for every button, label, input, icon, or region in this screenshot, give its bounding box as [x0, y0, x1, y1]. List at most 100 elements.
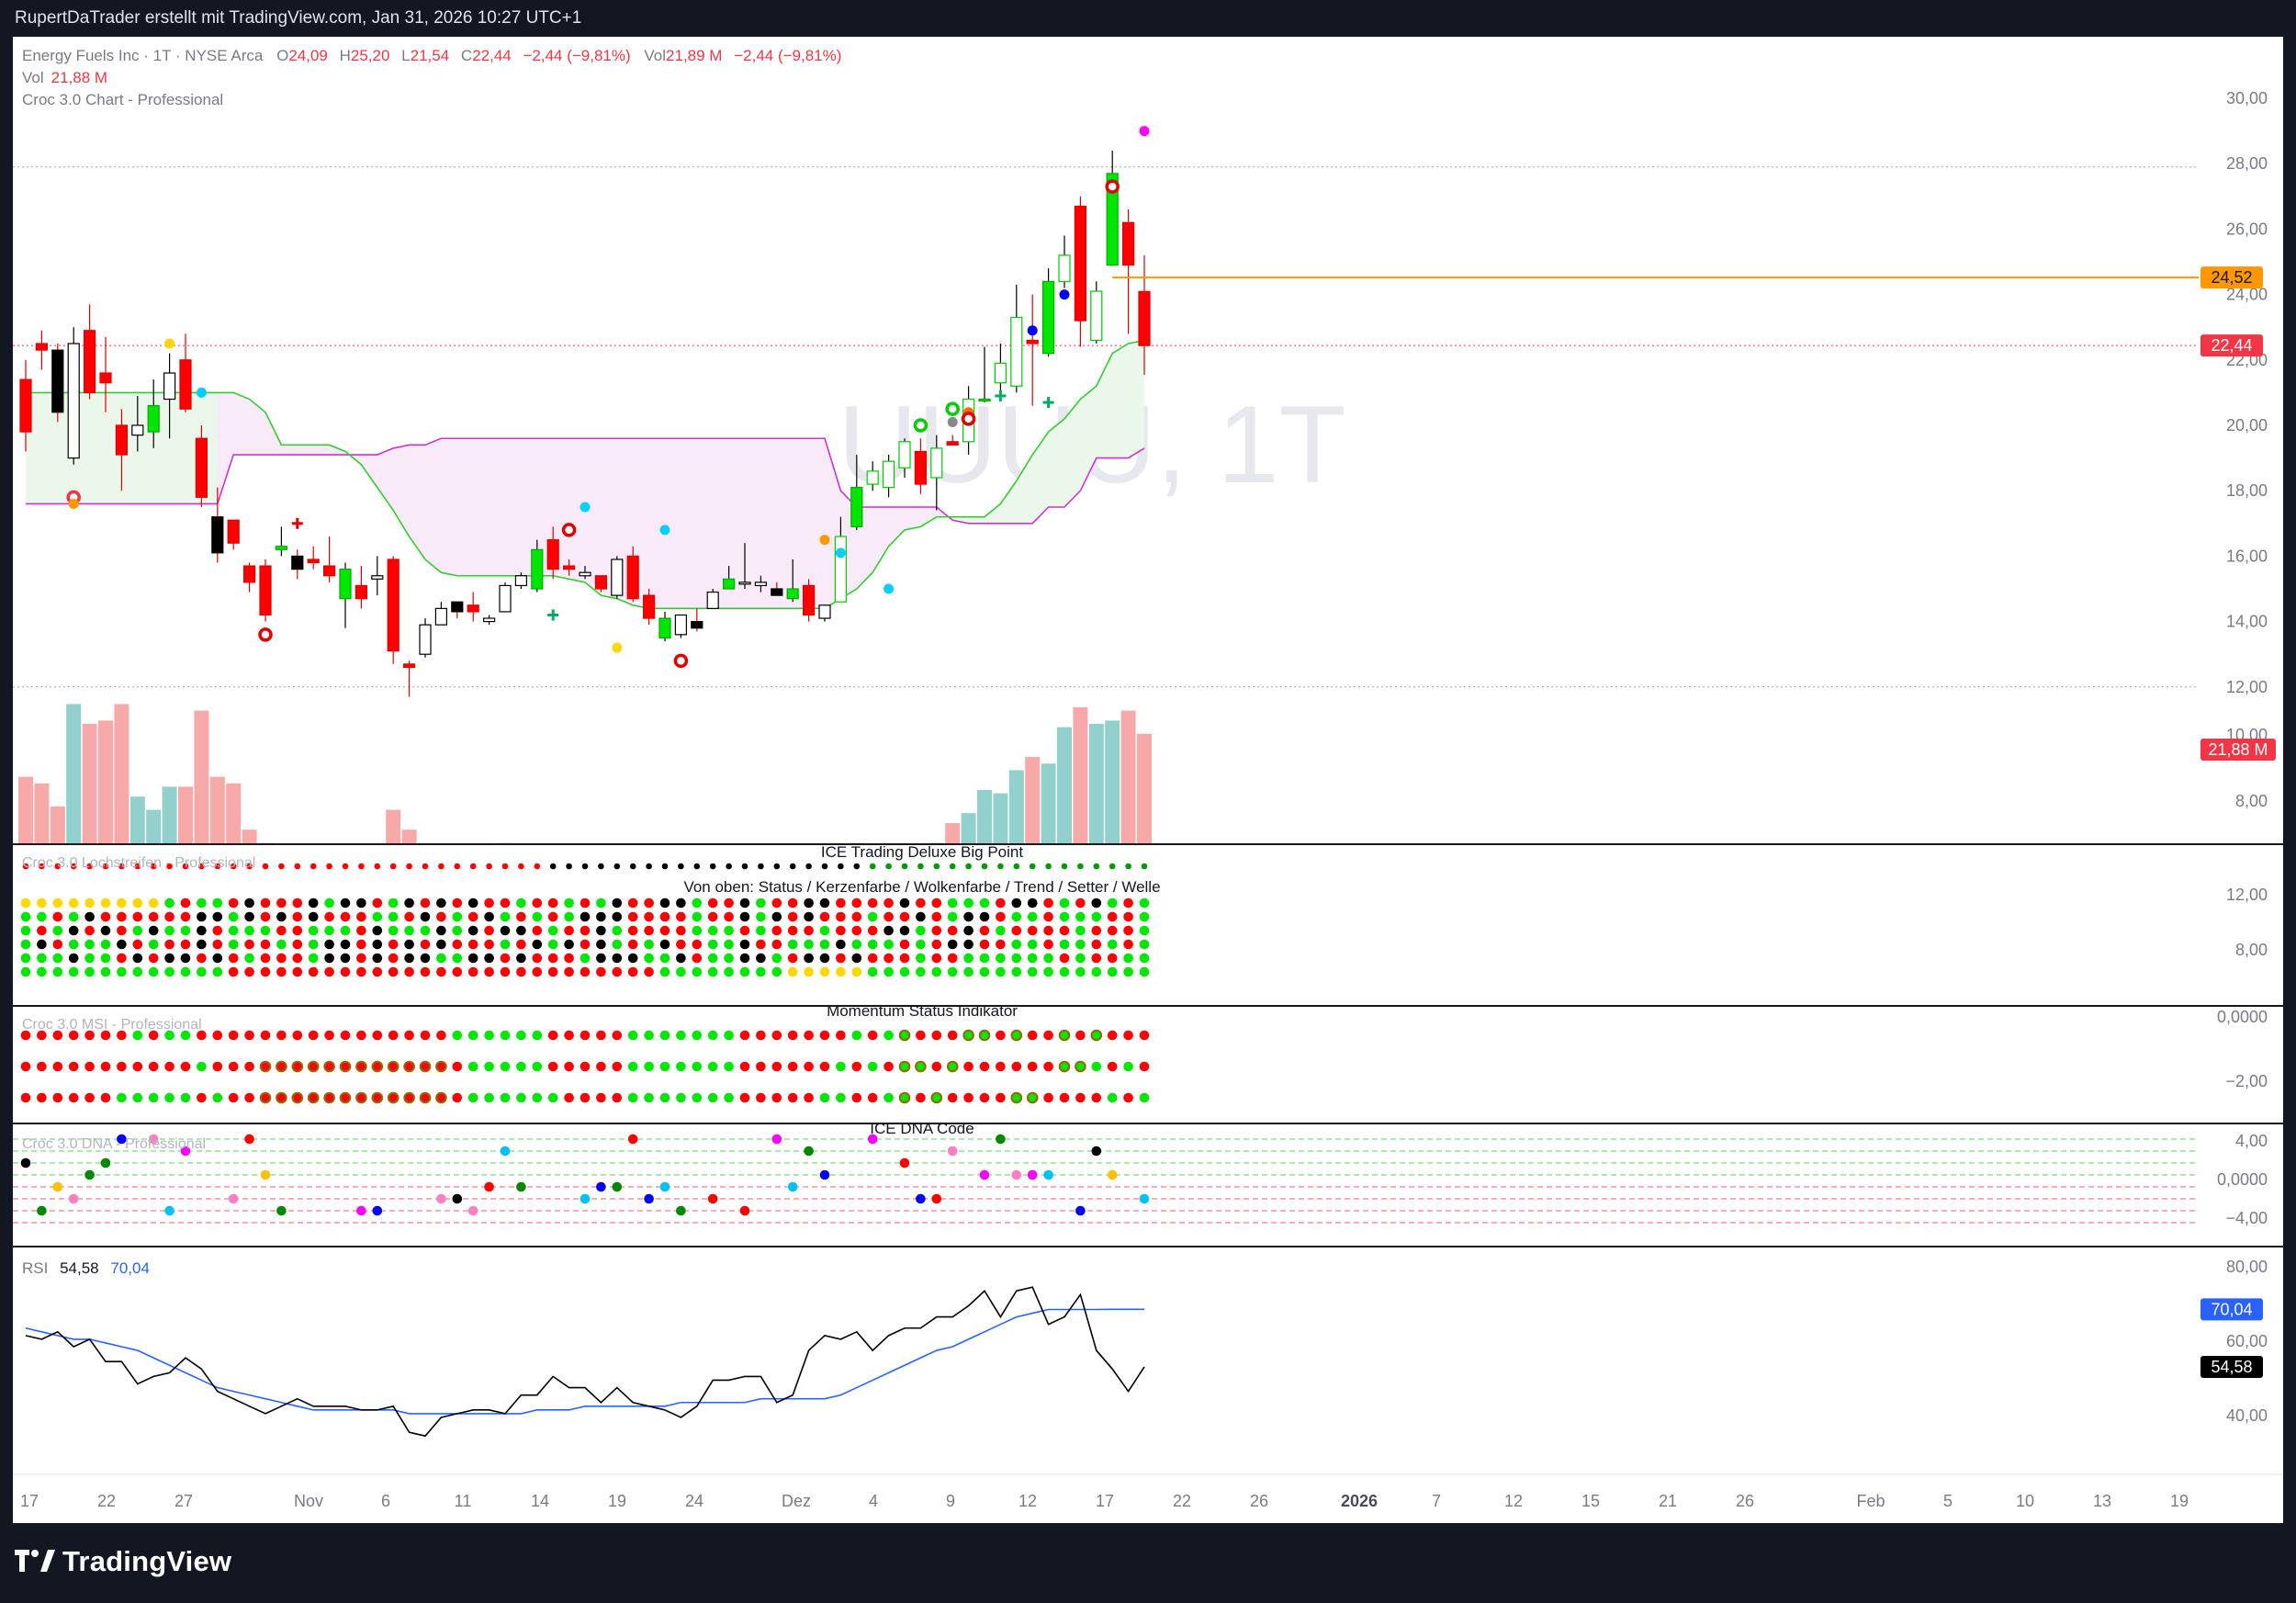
- pane1-dot-0-37: [613, 863, 621, 870]
- pane2-dot-1-29: [484, 1061, 494, 1072]
- pane1-dot-3-1: [37, 925, 47, 936]
- volume-bar-12: [209, 776, 225, 843]
- pane1-dot-2-35: [580, 911, 591, 922]
- pane2-dot-0-68: [1107, 1030, 1118, 1041]
- pane1-dot-1-20: [340, 897, 351, 909]
- pane2-dot-0-26: [436, 1030, 446, 1041]
- candle-body-38: [626, 555, 639, 600]
- pane3-dot-21: [356, 1205, 366, 1216]
- pane1-dot-5-57: [931, 953, 942, 964]
- time-label-2: 27: [174, 1492, 193, 1510]
- pane1-dot-2-4: [84, 911, 95, 922]
- pane1-dot-4-5: [100, 939, 111, 950]
- pane1-dot-1-66: [1075, 897, 1086, 909]
- price-tick-1: 28,00: [2226, 154, 2268, 173]
- pane2-dot-0-46: [756, 1030, 766, 1041]
- pane2-dot-1-61: [996, 1061, 1006, 1072]
- pane1-dot-5-52: [851, 953, 862, 964]
- pane1-dot-0-26: [438, 863, 445, 870]
- pane2-dot-1-26: [435, 1060, 447, 1073]
- tradingview-logo[interactable]: TradingView: [15, 1543, 231, 1580]
- pane1-dot-4-19: [324, 939, 334, 950]
- pane2-dot-1-62: [1011, 1061, 1022, 1072]
- pane1-dot-3-2: [52, 925, 63, 936]
- pane1-dot-6-37: [612, 966, 623, 977]
- pane1-dot-1-47: [771, 897, 782, 909]
- pane1-dot-3-12: [212, 925, 223, 936]
- pane2-dot-0-6: [117, 1030, 127, 1041]
- pane1-dot-4-62: [1011, 939, 1022, 950]
- pane2-dot-1-46: [756, 1061, 766, 1072]
- pane1-dot-2-58: [947, 911, 958, 922]
- rsi-tick-0: 80,00: [2226, 1258, 2268, 1276]
- signal-plus-23: [547, 609, 559, 621]
- pane2-dot-1-21: [355, 1060, 367, 1073]
- pane1-dot-5-38: [627, 953, 638, 964]
- pane1-dot-1-31: [516, 897, 526, 909]
- chart-svg[interactable]: UUUU, 1T Energy Fuels Inc · 1T · NYSE Ar…: [13, 37, 2283, 1523]
- time-label-23: 5: [1943, 1492, 1953, 1510]
- candle-body-52: [850, 487, 863, 527]
- time-label-19: 15: [1581, 1492, 1600, 1510]
- pane3-dot-41: [676, 1205, 686, 1216]
- candle-body-14: [243, 565, 256, 583]
- pane1-dot-0-7: [134, 863, 141, 870]
- pane1-dot-4-44: [724, 939, 734, 950]
- pane1-dot-6-43: [707, 966, 718, 977]
- pane2-dot-2-46: [756, 1092, 766, 1103]
- pane1-dot-5-26: [436, 953, 446, 964]
- pane2-dot-2-55: [898, 1091, 911, 1104]
- pane2-dot-0-60: [978, 1029, 991, 1042]
- time-label-22: Feb: [1856, 1492, 1885, 1510]
- pane3-title: ICE DNA Code: [870, 1120, 974, 1137]
- pane1-dot-4-37: [612, 939, 623, 950]
- pane1-dot-0-56: [917, 863, 924, 870]
- legend-symbol: Energy Fuels Inc · 1T · NYSE Arca: [22, 47, 264, 64]
- pane1-dot-5-5: [100, 953, 111, 964]
- pane1-dot-0-68: [1109, 863, 1116, 870]
- pane1-dot-2-59: [963, 911, 974, 922]
- pane1-dot-6-19: [324, 966, 334, 977]
- pane1-dot-1-32: [532, 897, 543, 909]
- pane1-dot-0-9: [166, 863, 173, 870]
- chart-area[interactable]: UUUU, 1T Energy Fuels Inc · 1T · NYSE Ar…: [13, 37, 2283, 1523]
- pane2-dot-2-60: [979, 1092, 990, 1103]
- attribution-text: RupertDaTrader erstellt mit TradingView.…: [15, 8, 582, 28]
- volume-bar-10: [178, 786, 193, 843]
- volume-bar-9: [162, 786, 177, 843]
- pane2-dot-0-59: [962, 1029, 974, 1042]
- pane1-dot-6-0: [20, 966, 31, 977]
- pane1-dot-0-42: [693, 863, 701, 870]
- candle-body-6: [115, 424, 129, 456]
- pane1-dot-6-31: [516, 966, 526, 977]
- pane1-dot-0-8: [150, 863, 157, 870]
- pane1-dot-3-16: [276, 925, 287, 936]
- pane2-dot-2-28: [467, 1092, 478, 1103]
- price-axis[interactable]: 30,0028,0026,0024,0022,0020,0018,0016,00…: [2226, 89, 2268, 696]
- pane2-dot-2-29: [484, 1092, 494, 1103]
- pane3-dot-57: [931, 1193, 942, 1204]
- pane1-dot-2-57: [931, 911, 942, 922]
- pane1-dot-4-25: [420, 939, 431, 950]
- candle-body-55: [898, 441, 911, 468]
- pane1-dot-4-57: [931, 939, 942, 950]
- pane1-dot-5-31: [516, 953, 526, 964]
- pane2-dot-2-65: [1059, 1092, 1070, 1103]
- pane1-dot-2-19: [324, 911, 334, 922]
- pane1-dot-4-2: [52, 939, 63, 950]
- legend: Energy Fuels Inc · 1T · NYSE Arca O24,09…: [22, 47, 841, 108]
- volume-bar-13: [226, 783, 242, 843]
- pane2-dot-1-43: [707, 1061, 718, 1072]
- pane1-dot-2-45: [739, 911, 750, 922]
- time-axis[interactable]: 17 22 27 Nov 6 11 14 19 24 Dez 4 9 12 17 22 26 2026 7 12 15…: [20, 1492, 2189, 1510]
- pane3-dot-5: [100, 1157, 111, 1168]
- pane1-dot-6-17: [292, 966, 303, 977]
- volume-bar-66: [1073, 707, 1088, 843]
- pane1-dot-1-27: [452, 897, 463, 909]
- time-label-9: Dez: [782, 1492, 811, 1510]
- pane1-dot-0-57: [933, 863, 940, 870]
- pane1-dot-3-41: [676, 925, 686, 936]
- pane1-dot-3-57: [931, 925, 942, 936]
- pane1-dot-6-68: [1107, 966, 1118, 977]
- time-label-17: 7: [1432, 1492, 1441, 1510]
